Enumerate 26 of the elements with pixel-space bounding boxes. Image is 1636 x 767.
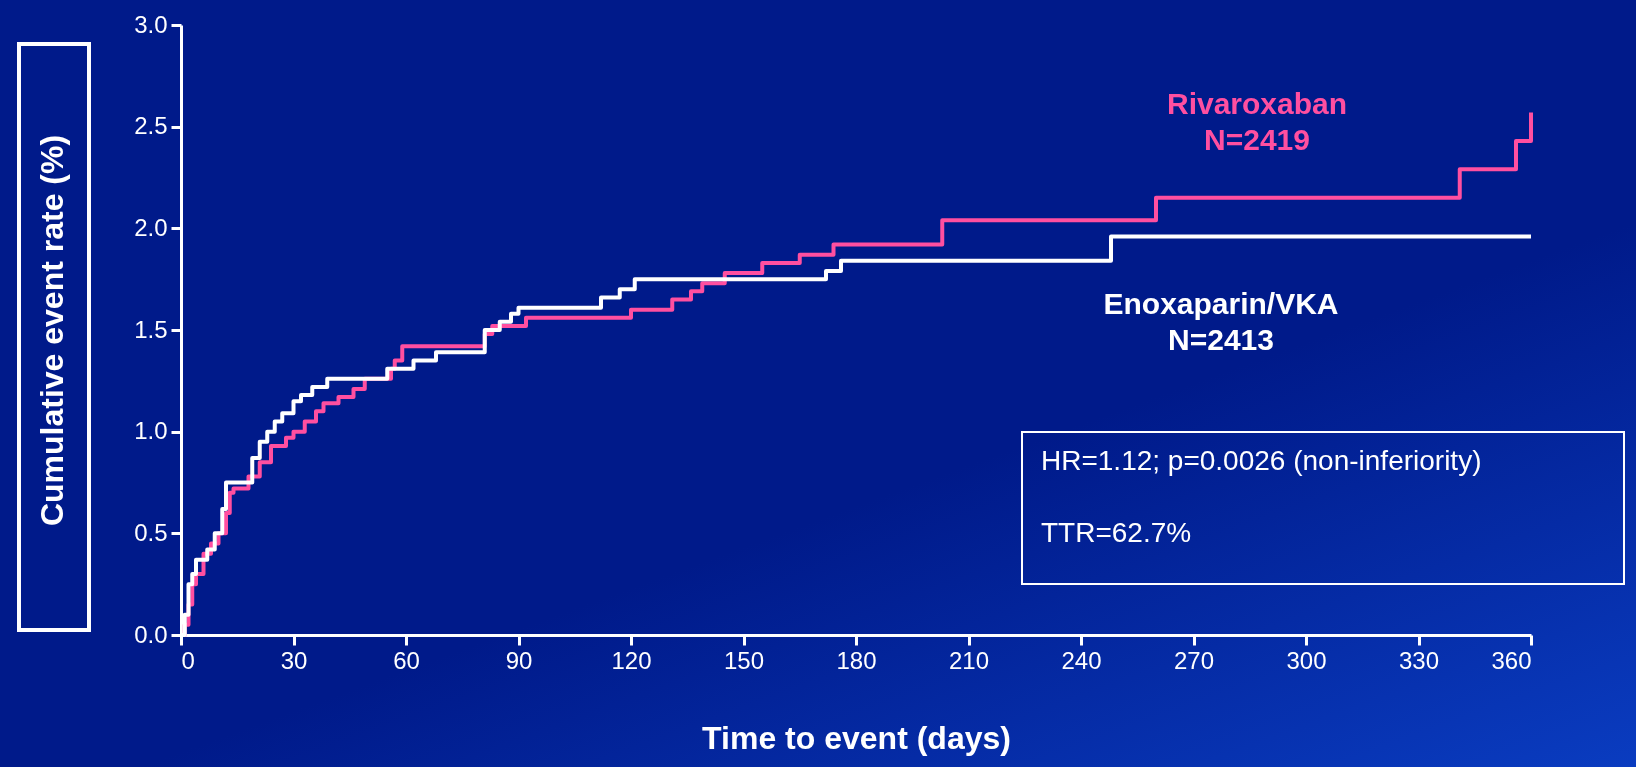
x-tick-label: 60 bbox=[393, 646, 420, 674]
y-tick-label: 0.5 bbox=[134, 518, 168, 546]
x-tick-label: 210 bbox=[948, 646, 990, 674]
x-tick-label: 300 bbox=[1286, 646, 1327, 674]
series-label: Enoxaparin/VKA N=2413 bbox=[1103, 287, 1339, 356]
y-tick-label: 2.5 bbox=[134, 112, 168, 140]
x-tick-label: 240 bbox=[1061, 646, 1102, 674]
x-tick-label: 330 bbox=[1398, 646, 1440, 674]
x-tick-label: 270 bbox=[1173, 646, 1215, 674]
y-tick-label: 1.0 bbox=[134, 417, 168, 445]
y-tick-label: 3.0 bbox=[134, 10, 168, 38]
x-tick-label: 180 bbox=[836, 646, 877, 674]
series-label: Rivaroxaban N=2419 bbox=[1166, 87, 1348, 156]
annotation: TTR=62.7% bbox=[1041, 517, 1193, 548]
annotation: HR=1.12; p=0.0026 (non-inferiority) bbox=[1041, 445, 1483, 476]
x-axis-title: Time to event (days) bbox=[702, 719, 1011, 756]
x-tick-label: 90 bbox=[505, 646, 533, 674]
x-tick-label: 0 bbox=[181, 646, 195, 674]
y-tick-label: 1.5 bbox=[134, 315, 168, 343]
y-axis-title: Cumulative event rate (%) bbox=[34, 134, 71, 527]
x-tick-label: 360 bbox=[1491, 646, 1532, 674]
x-tick-label: 30 bbox=[280, 646, 308, 674]
x-tick-label: 120 bbox=[611, 646, 652, 674]
x-tick-label: 150 bbox=[723, 646, 765, 674]
y-tick-label: 0.0 bbox=[134, 620, 168, 648]
y-tick-label: 2.0 bbox=[134, 213, 168, 241]
